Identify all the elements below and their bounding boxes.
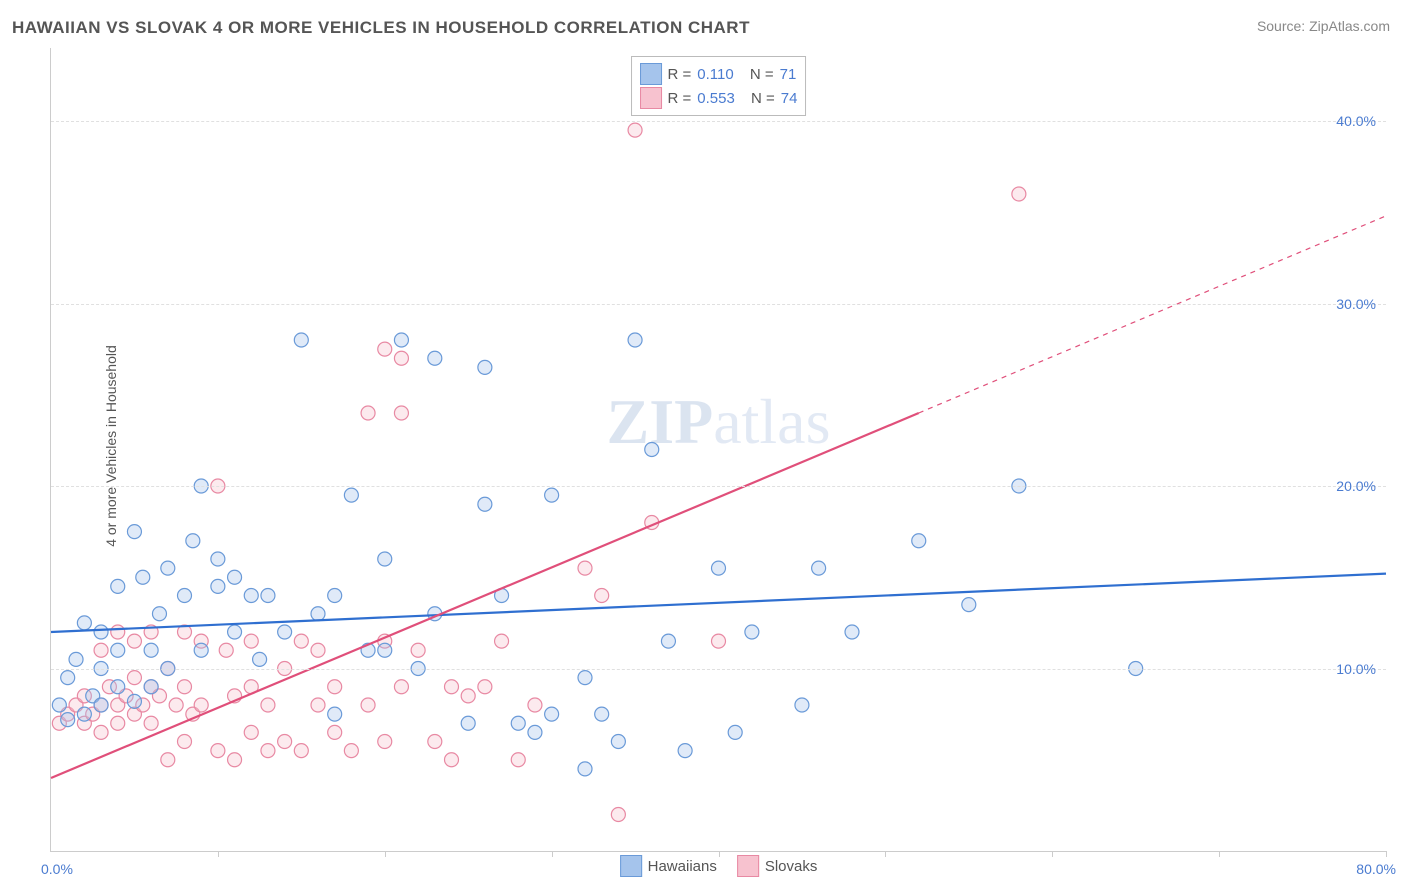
x-max-label: 80.0% [1356, 861, 1396, 877]
stats-row-slovaks: R = 0.553 N = 74 [640, 87, 798, 109]
source-attribution: Source: ZipAtlas.com [1257, 18, 1390, 34]
scatter-plot-svg [51, 48, 1386, 851]
chart-container: HAWAIIAN VS SLOVAK 4 OR MORE VEHICLES IN… [0, 0, 1406, 892]
plot-area: ZIPatlas R = 0.110 N = 71 R = 0.553 N = … [50, 48, 1386, 852]
chart-title: HAWAIIAN VS SLOVAK 4 OR MORE VEHICLES IN… [12, 18, 750, 38]
swatch-slovaks [640, 87, 662, 109]
swatch-hawaiians-icon [620, 855, 642, 877]
swatch-slovaks-icon [737, 855, 759, 877]
legend-item-slovaks: Slovaks [737, 855, 818, 877]
stats-legend: R = 0.110 N = 71 R = 0.553 N = 74 [631, 56, 807, 116]
series-legend: Hawaiians Slovaks [620, 855, 818, 877]
swatch-hawaiians [640, 63, 662, 85]
x-origin-label: 0.0% [41, 861, 73, 877]
legend-item-hawaiians: Hawaiians [620, 855, 717, 877]
stats-row-hawaiians: R = 0.110 N = 71 [640, 63, 798, 85]
